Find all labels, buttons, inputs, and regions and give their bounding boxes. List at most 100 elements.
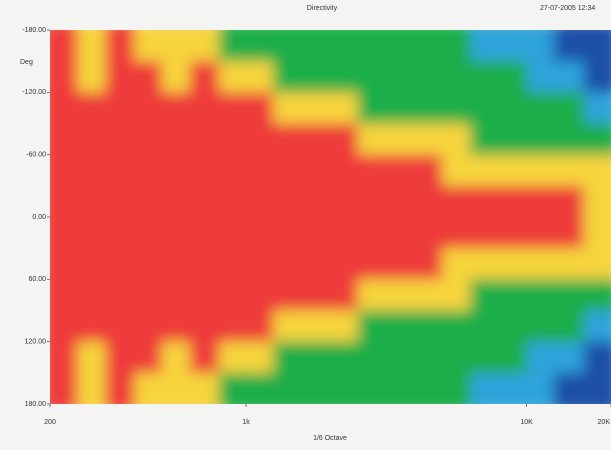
heat-cell — [357, 61, 387, 93]
heat-cell — [303, 30, 332, 62]
y-tick-label: -120.00 — [22, 89, 46, 96]
heat-cell — [50, 279, 78, 312]
heat-cell — [161, 185, 191, 218]
heat-cell — [189, 92, 220, 125]
heat-cell — [470, 185, 500, 218]
heat-cell — [583, 92, 611, 125]
heat-cell — [499, 248, 528, 280]
heat-cell — [303, 279, 332, 312]
heat-cell — [161, 279, 191, 312]
heat-cell — [499, 279, 528, 312]
heat-cell — [414, 248, 443, 280]
heat-cell — [583, 154, 611, 187]
heat-cell — [218, 341, 247, 374]
heat-cell — [470, 123, 500, 156]
heat-cell — [218, 279, 247, 312]
heat-cell — [50, 123, 78, 156]
heat-cell — [50, 30, 78, 62]
y-tick-label: 60.00 — [28, 276, 46, 283]
heat-cell — [526, 248, 555, 280]
heat-cell — [470, 341, 500, 374]
heat-cell — [50, 154, 78, 187]
y-tick-label: 120.00 — [25, 339, 47, 346]
heat-cell — [357, 217, 387, 249]
heat-cell — [105, 185, 136, 218]
heat-cell — [553, 372, 585, 404]
heat-cell — [330, 217, 359, 249]
heat-cell — [77, 30, 106, 62]
heat-cell — [303, 123, 332, 156]
heat-cell — [189, 61, 220, 93]
heat-cell — [161, 123, 191, 156]
heat-cell — [218, 310, 247, 343]
heat-cell — [414, 123, 443, 156]
heat-cell — [189, 248, 220, 280]
heat-cell — [553, 341, 585, 374]
heat-cell — [105, 279, 136, 312]
heat-cell — [442, 279, 471, 312]
heat-cell — [583, 185, 611, 218]
heat-cell — [273, 310, 304, 343]
heat-cell — [246, 248, 274, 280]
heat-cell — [357, 310, 387, 343]
heat-cell — [105, 30, 136, 62]
heat-cell — [385, 123, 416, 156]
heat-cell — [553, 310, 585, 343]
heat-cell — [553, 217, 585, 249]
heat-cell — [499, 341, 528, 374]
heat-cell — [246, 372, 274, 404]
heat-cell — [50, 217, 78, 249]
heat-cell — [414, 279, 443, 312]
heat-cell — [189, 185, 220, 218]
heat-cell — [583, 279, 611, 312]
heat-cell — [303, 217, 332, 249]
heat-cell — [330, 30, 359, 62]
heat-cell — [357, 279, 387, 312]
heat-cell — [470, 310, 500, 343]
heat-cell — [246, 154, 274, 187]
heat-cell — [470, 30, 500, 62]
heat-cell — [246, 61, 274, 93]
heat-cell — [134, 123, 163, 156]
x-tick-label: 1k — [242, 419, 250, 426]
heat-cell — [303, 61, 332, 93]
heat-cell — [50, 372, 78, 404]
heat-cell — [303, 154, 332, 187]
heat-cell — [470, 217, 500, 249]
heat-cell — [553, 279, 585, 312]
x-tick-label: 20K — [598, 419, 611, 426]
heat-cell — [553, 61, 585, 93]
y-tick-label: -180.00 — [22, 27, 46, 34]
heat-cell — [189, 372, 220, 404]
heat-cell — [526, 217, 555, 249]
heat-cell — [442, 123, 471, 156]
heat-cell — [77, 217, 106, 249]
heat-cell — [303, 372, 332, 404]
heat-cell — [189, 154, 220, 187]
heat-cell — [414, 341, 443, 374]
heat-cell — [470, 372, 500, 404]
heat-cell — [105, 248, 136, 280]
heat-cell — [218, 185, 247, 218]
heat-cell — [303, 185, 332, 218]
heat-cell — [330, 185, 359, 218]
heat-cell — [385, 372, 416, 404]
heat-cell — [50, 185, 78, 218]
heat-cell — [218, 30, 247, 62]
heat-cell — [357, 154, 387, 187]
heat-cell — [105, 123, 136, 156]
heat-cell — [583, 372, 611, 404]
heat-cell — [385, 30, 416, 62]
heat-cell — [553, 154, 585, 187]
heat-cell — [273, 372, 304, 404]
heat-cell — [583, 123, 611, 156]
heat-cell — [246, 185, 274, 218]
heat-cell — [303, 310, 332, 343]
heat-cell — [77, 154, 106, 187]
heat-cell — [442, 217, 471, 249]
heat-cell — [330, 154, 359, 187]
heat-cell — [330, 341, 359, 374]
heat-cell — [77, 61, 106, 93]
heat-cell — [583, 341, 611, 374]
